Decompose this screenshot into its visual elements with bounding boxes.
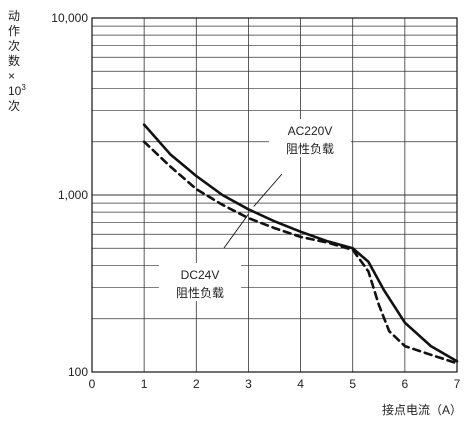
series-line-solid [142, 123, 459, 363]
plot-frame [91, 17, 458, 373]
annotation-text: AC220V [288, 124, 333, 138]
annotation-leader [253, 173, 283, 207]
x-tick-label: 0 [89, 377, 96, 391]
annotation-text: DC24V [181, 268, 220, 282]
annotation-text: 阻性负载 [286, 142, 334, 156]
x-tick-label: 5 [349, 377, 356, 391]
x-tick-label: 3 [245, 377, 252, 391]
y-axis-label-char: 次 [8, 39, 20, 53]
x-tick-label: 1 [141, 377, 148, 391]
y-axis-label-char: 动 [8, 9, 20, 23]
y-axis-label-char: × [8, 69, 15, 83]
y-tick-label: 100 [68, 365, 88, 379]
grid [92, 18, 457, 372]
series [142, 123, 459, 365]
x-tick-label: 7 [454, 377, 461, 391]
series-line-dashed [142, 140, 459, 365]
annotation-leader [223, 213, 249, 249]
annotation-bg [159, 263, 241, 301]
y-tick-label: 10,000 [51, 11, 88, 25]
x-tick-labels: 0 1 2 3 4 5 6 7 [89, 377, 461, 391]
y-tick-label: 1,000 [58, 188, 88, 202]
annotation-bg [269, 119, 351, 157]
annotation-text: 阻性负载 [176, 286, 224, 300]
x-tick-label: 4 [297, 377, 304, 391]
y-axis-label-char: 作 [8, 24, 20, 38]
y-axis-label-char: 次 [8, 99, 20, 113]
x-axis-label: 接点电流（A） [382, 402, 462, 417]
y-axis-label-char: 数 [8, 53, 20, 68]
y-tick-labels: 100 1,000 10,000 [51, 11, 88, 379]
y-axis-label-char: 103 [8, 83, 26, 98]
x-tick-label: 6 [402, 377, 409, 391]
annotations: AC220V 阻性负载 DC24V 阻性负载 [159, 119, 351, 301]
x-tick-label: 2 [193, 377, 200, 391]
